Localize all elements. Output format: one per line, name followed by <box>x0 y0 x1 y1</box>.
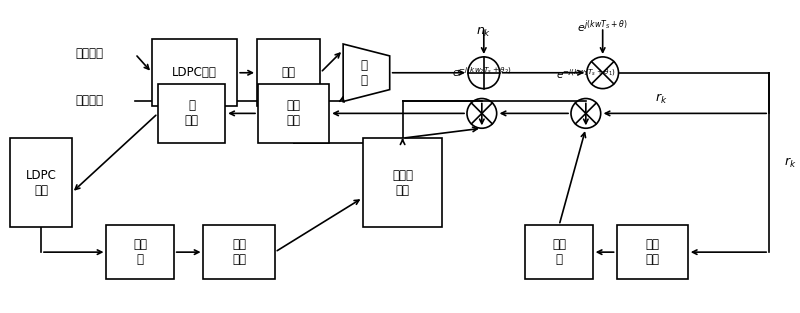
Text: $e^{-j(kw_2T_s+\theta_2)}$: $e^{-j(kw_2T_s+\theta_2)}$ <box>452 65 512 79</box>
Text: 去除
导频: 去除 导频 <box>286 100 301 127</box>
Text: 粗同
步: 粗同 步 <box>552 238 566 266</box>
Text: 软调
制: 软调 制 <box>133 238 147 266</box>
Bar <box>10 138 72 227</box>
Text: LDPC
译码: LDPC 译码 <box>26 169 57 197</box>
Text: $e^{-j(kw_1T_s+\theta_1)}$: $e^{-j(kw_1T_s+\theta_1)}$ <box>556 67 616 81</box>
Text: $n_k$: $n_k$ <box>476 26 491 39</box>
Text: $e^{j(kwT_S+\theta)}$: $e^{j(kwT_S+\theta)}$ <box>578 18 628 35</box>
Bar <box>203 225 274 280</box>
Bar <box>152 39 237 106</box>
Text: 插入
导频: 插入 导频 <box>232 238 246 266</box>
Bar <box>617 225 688 280</box>
Bar <box>363 138 442 227</box>
Text: 软
解调: 软 解调 <box>185 100 198 127</box>
Text: 信息比特: 信息比特 <box>76 47 104 60</box>
Text: 导频符号: 导频符号 <box>76 94 104 107</box>
Bar <box>526 225 593 280</box>
Bar <box>158 84 226 143</box>
Text: $r_k$: $r_k$ <box>784 156 797 170</box>
Text: 复
用: 复 用 <box>360 59 367 87</box>
Text: 提取
导频: 提取 导频 <box>646 238 659 266</box>
Text: LDPC编码: LDPC编码 <box>172 66 217 79</box>
Bar <box>106 225 174 280</box>
Text: 调制: 调制 <box>282 66 296 79</box>
Text: $r_k$: $r_k$ <box>655 91 668 105</box>
Text: 细同步
算法: 细同步 算法 <box>392 169 413 197</box>
Bar <box>257 39 320 106</box>
Polygon shape <box>343 44 390 101</box>
Bar <box>258 84 330 143</box>
